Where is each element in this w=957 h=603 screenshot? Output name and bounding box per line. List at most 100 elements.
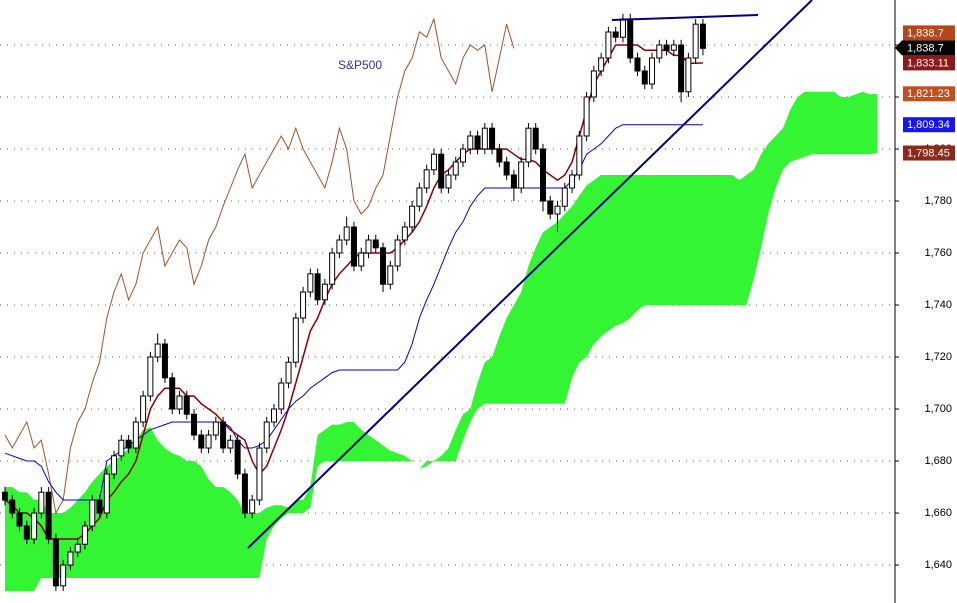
last-value-label: 1,798.45 <box>907 147 950 159</box>
candle-body <box>220 421 227 449</box>
candle-body <box>118 439 125 457</box>
candle-body <box>525 127 532 163</box>
candle-body <box>590 70 597 98</box>
candle-body <box>358 252 365 267</box>
candle-body <box>554 205 561 215</box>
candle-body <box>212 421 219 436</box>
candle-body <box>300 291 307 319</box>
candle-body <box>205 434 212 449</box>
candle-body <box>147 356 154 397</box>
candle-body <box>547 200 554 215</box>
trend-line <box>247 0 813 549</box>
candle-body <box>183 395 190 415</box>
candle-body <box>409 205 416 228</box>
candle-body <box>321 283 328 301</box>
last-price-box <box>895 40 955 56</box>
last-value-labels: 1,798.45 1,809.34 1,821.23 1,833.11 1,838.7 1… <box>895 25 955 161</box>
y-tick-label: 1,640 <box>924 559 952 571</box>
candle-body <box>510 174 517 189</box>
candle-body <box>329 252 336 285</box>
candle-body <box>132 421 139 449</box>
candle-body <box>561 187 568 207</box>
candle-body <box>2 491 8 501</box>
candle-body <box>241 473 248 514</box>
candle-body <box>416 187 423 207</box>
candle-body <box>612 31 619 38</box>
last-value-label: 1,809.34 <box>907 119 950 131</box>
candle-body <box>89 499 96 527</box>
candle-body <box>154 343 161 358</box>
candle-body <box>140 395 147 423</box>
candle-body <box>438 153 445 189</box>
candle-body <box>169 377 176 410</box>
candle-body <box>670 44 677 51</box>
candle-body <box>198 434 205 449</box>
candle-body <box>460 148 467 163</box>
candle-body <box>278 382 285 410</box>
candle-body <box>307 273 314 293</box>
candle-body <box>481 127 488 150</box>
candle-body <box>489 127 496 150</box>
candle-body <box>598 57 605 72</box>
candle-body <box>372 239 379 249</box>
candle-body <box>343 226 350 241</box>
candle-body <box>401 226 408 241</box>
candle-body <box>23 525 30 540</box>
candle-body <box>452 161 459 176</box>
candle-body <box>38 491 45 514</box>
candle-body <box>270 408 277 423</box>
last-value-box <box>903 145 955 161</box>
y-tick-label: 1,780 <box>924 195 952 207</box>
candle-body <box>518 161 525 189</box>
candle-body <box>285 361 292 384</box>
candle-body <box>74 543 81 553</box>
last-value-label: 1,838.7 <box>907 27 944 39</box>
y-tick-label: 1,660 <box>924 507 952 519</box>
candle-body <box>103 473 110 514</box>
candle-body <box>663 44 670 51</box>
y-tick-label: 1,740 <box>924 299 952 311</box>
candle-body <box>387 265 394 285</box>
candle-body <box>503 161 510 176</box>
candle-body <box>539 148 546 202</box>
candle-body <box>394 239 401 267</box>
candle-body <box>292 317 299 363</box>
candle-body <box>569 174 576 189</box>
candle-body <box>350 226 357 267</box>
candle-body <box>9 499 16 514</box>
candle-body <box>699 23 706 49</box>
candle-body <box>496 148 503 163</box>
candle-body <box>605 31 612 59</box>
candle-body <box>45 491 52 540</box>
y-tick-label: 1,700 <box>924 403 952 415</box>
candle-body <box>576 135 583 176</box>
candle-body <box>263 421 270 449</box>
candle-body <box>692 23 699 59</box>
candle-body <box>627 18 634 59</box>
indicator-line <box>4 17 515 515</box>
candle-body <box>314 273 321 301</box>
candle-body <box>336 239 343 254</box>
chart-title: S&P500 <box>338 58 382 72</box>
candle-body <box>67 551 74 566</box>
candle-body <box>96 499 103 514</box>
cloud <box>5 91 878 592</box>
candle-body <box>641 70 648 85</box>
y-tick-label: 1,760 <box>924 247 952 259</box>
last-value-box <box>903 55 955 71</box>
candle-body <box>256 447 263 501</box>
candle-body <box>423 169 430 189</box>
candle-body <box>445 174 452 189</box>
last-value-box <box>903 117 955 133</box>
candle-body <box>380 247 387 285</box>
candle-body <box>60 564 67 587</box>
candle-body <box>191 413 198 436</box>
last-value-label: 1,833.11 <box>907 57 949 69</box>
candle-body <box>176 395 183 410</box>
candle-body <box>227 439 234 449</box>
trend-line <box>611 14 759 21</box>
candle-body <box>52 538 59 587</box>
candle-body <box>111 455 118 475</box>
candle-body <box>656 44 663 59</box>
plot-area <box>2 13 878 592</box>
